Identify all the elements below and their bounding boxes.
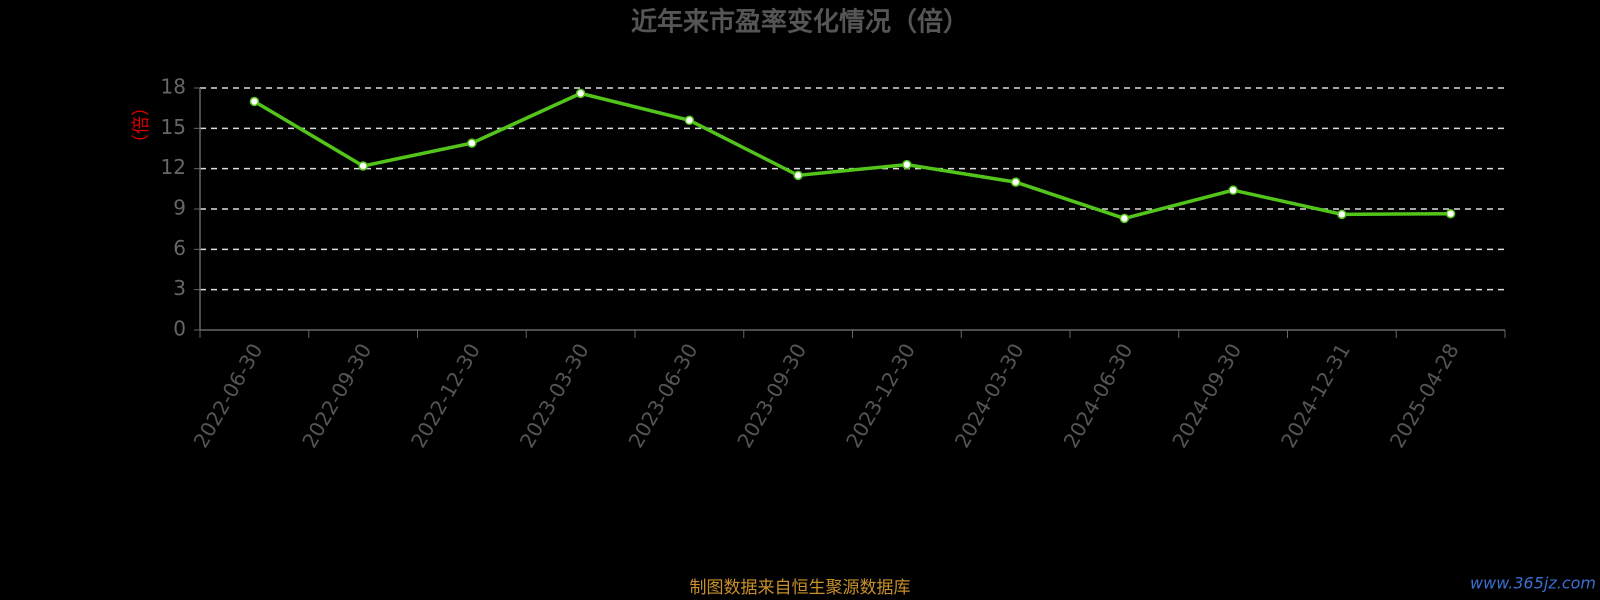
x-tick-label: 2024-12-31 xyxy=(1276,339,1355,452)
point xyxy=(1337,209,1347,220)
point xyxy=(793,170,803,181)
x-tick-label: 2024-06-30 xyxy=(1059,339,1138,452)
point xyxy=(1228,185,1238,195)
y-axis-label: （倍） xyxy=(131,98,152,152)
point xyxy=(684,115,695,126)
point xyxy=(358,161,368,171)
watermark: www.365jz.com xyxy=(1470,574,1596,593)
line xyxy=(253,91,1451,221)
y-tick-label: 6 xyxy=(173,236,186,260)
point xyxy=(249,96,260,107)
y-tick-label: 9 xyxy=(173,196,186,220)
x-tick-label: 2022-12-30 xyxy=(406,339,485,452)
x-tick-label: 2022-09-30 xyxy=(297,339,376,452)
point xyxy=(902,159,912,170)
x-tick-label: 2024-09-30 xyxy=(1167,339,1246,452)
x-tick-label: 2023-09-30 xyxy=(732,339,811,452)
y-tick-label: 18 xyxy=(161,75,186,99)
y-tick-label: 0 xyxy=(173,317,186,341)
chart-title: 近年来市盈率变化情况（倍） xyxy=(631,7,969,38)
x-tick-label: 2023-06-30 xyxy=(624,339,703,452)
point xyxy=(467,138,477,148)
y-tick-label: 3 xyxy=(173,276,186,300)
source-note: 制图数据来自恒生聚源数据库 xyxy=(690,578,911,598)
x-tick-label: 2025-04-28 xyxy=(1385,339,1464,452)
x-tick-label: 2023-12-30 xyxy=(841,339,920,452)
y-tick-label: 15 xyxy=(161,115,186,139)
x-tick-label: 2023-03-30 xyxy=(515,339,594,452)
x-tick-label: 2024-03-30 xyxy=(950,339,1029,452)
point xyxy=(575,88,586,99)
y-tick-label: 12 xyxy=(161,155,186,179)
x-tick-label: 2022-06-30 xyxy=(189,339,268,452)
point xyxy=(1119,213,1130,224)
point xyxy=(1010,177,1021,187)
point xyxy=(1445,208,1456,219)
